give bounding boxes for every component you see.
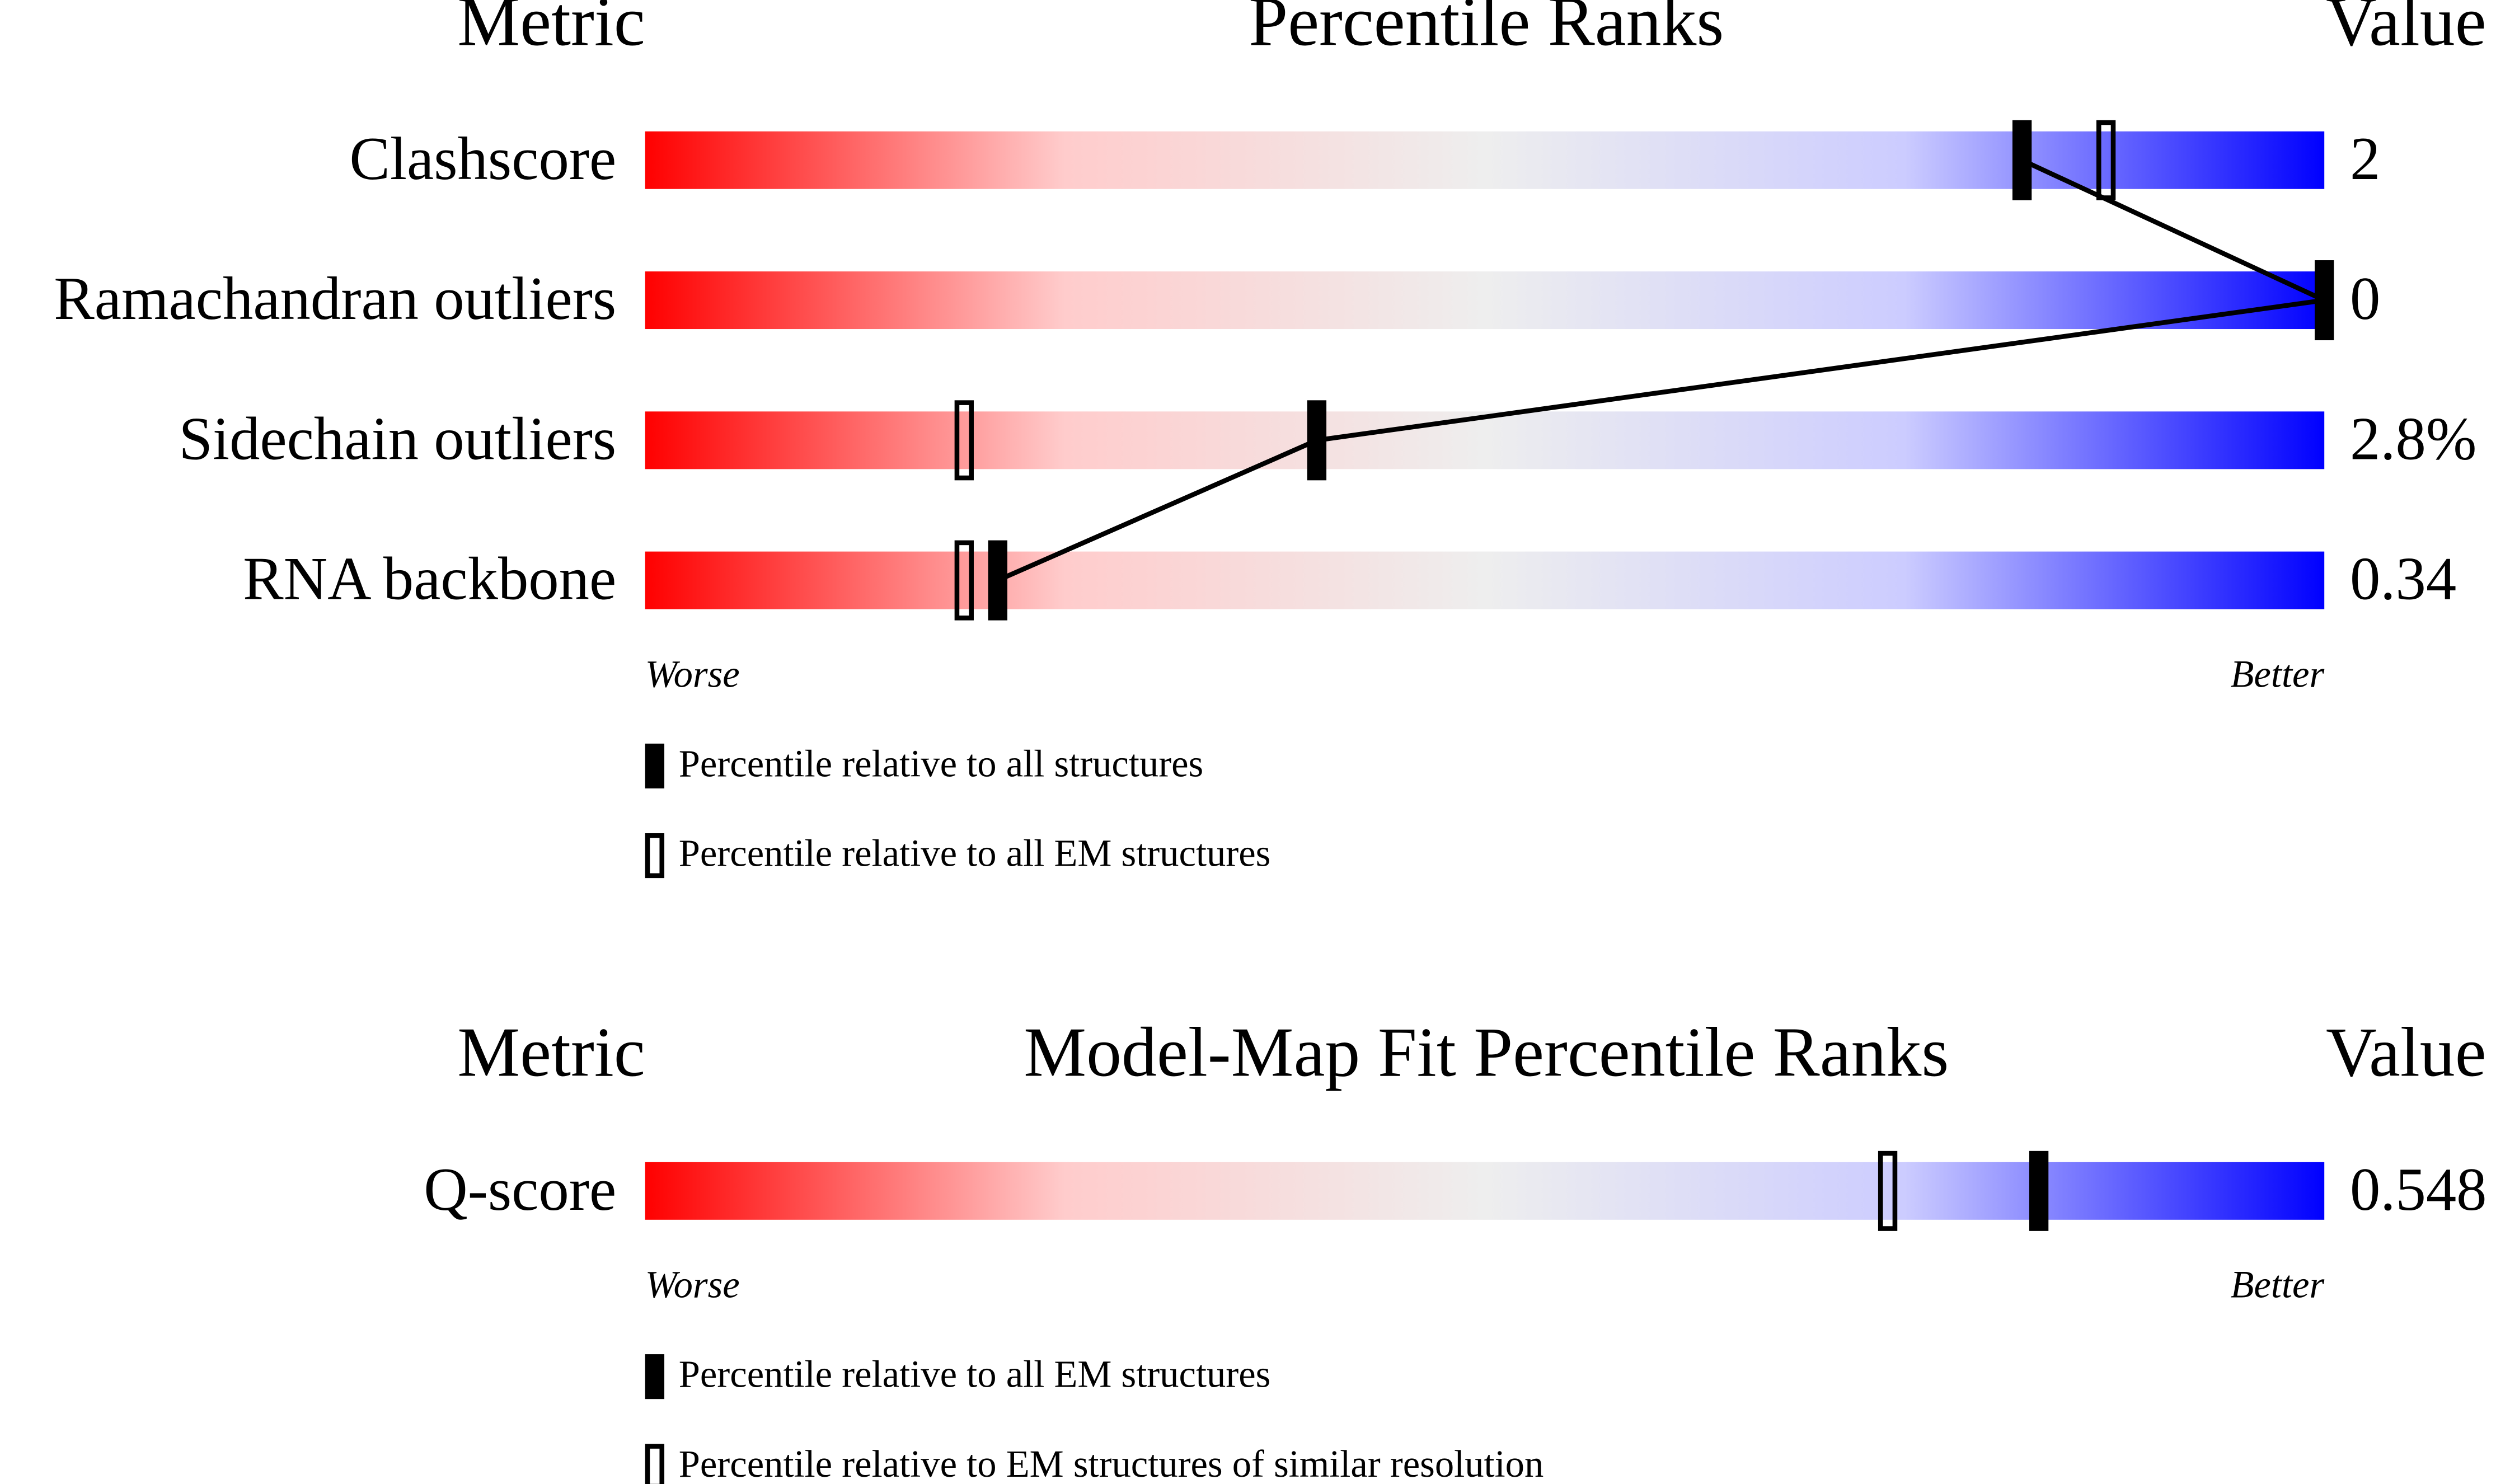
- gradient-bar: [645, 551, 2325, 609]
- percentile-marker: [2012, 120, 2032, 200]
- percentile-marker-open: [1878, 1150, 1898, 1231]
- legend-marker-open: [645, 833, 665, 879]
- value-label: 0: [2350, 265, 2380, 332]
- percentile-marker-open: [954, 400, 974, 481]
- metric-header: Metric: [457, 1014, 645, 1092]
- metric-label: Sidechain outliers: [179, 405, 616, 472]
- better-label: Better: [2231, 1264, 2325, 1306]
- metric-label: RNA backbone: [243, 545, 616, 613]
- better-label: Better: [2231, 652, 2325, 695]
- legend-marker: [645, 1354, 665, 1400]
- metric-header: Metric: [457, 0, 645, 61]
- metric-label: Q-score: [424, 1156, 616, 1223]
- legend-label: Percentile relative to all EM structures: [679, 1353, 1271, 1396]
- gradient-bar: [645, 131, 2325, 189]
- metric-label: Clashscore: [349, 125, 616, 192]
- value-label: 2: [2350, 125, 2380, 192]
- percentile-marker: [2315, 260, 2334, 341]
- value-label: 0.34: [2350, 545, 2456, 613]
- gradient-bar: [645, 271, 2325, 330]
- value-label: 0.548: [2350, 1156, 2487, 1223]
- value-label: 2.8%: [2350, 405, 2476, 472]
- percentile-marker-open: [2096, 120, 2116, 200]
- percentile-marker-open: [954, 540, 974, 621]
- legend-label: Percentile relative to all structures: [679, 743, 1204, 785]
- gradient-bar: [645, 1162, 2325, 1220]
- legend-marker: [645, 743, 665, 788]
- percentile-marker: [1307, 400, 1327, 481]
- value-header: Value: [2326, 1014, 2486, 1092]
- percentile-marker: [2029, 1150, 2049, 1231]
- gradient-bar: [645, 411, 2325, 469]
- chart-title: Model-Map Fit Percentile Ranks: [1024, 1014, 1949, 1092]
- connector-line: [997, 158, 2333, 583]
- legend-label: Percentile relative to all EM structures: [679, 832, 1271, 875]
- legend-marker-open: [645, 1444, 665, 1484]
- value-header: Value: [2326, 0, 2486, 61]
- legend-label: Percentile relative to EM structures of …: [679, 1443, 1544, 1484]
- percentile-marker: [988, 540, 1007, 621]
- chart-title: Percentile Ranks: [1249, 0, 1724, 61]
- worse-label: Worse: [645, 652, 740, 695]
- metric-label: Ramachandran outliers: [54, 265, 616, 332]
- worse-label: Worse: [645, 1264, 740, 1306]
